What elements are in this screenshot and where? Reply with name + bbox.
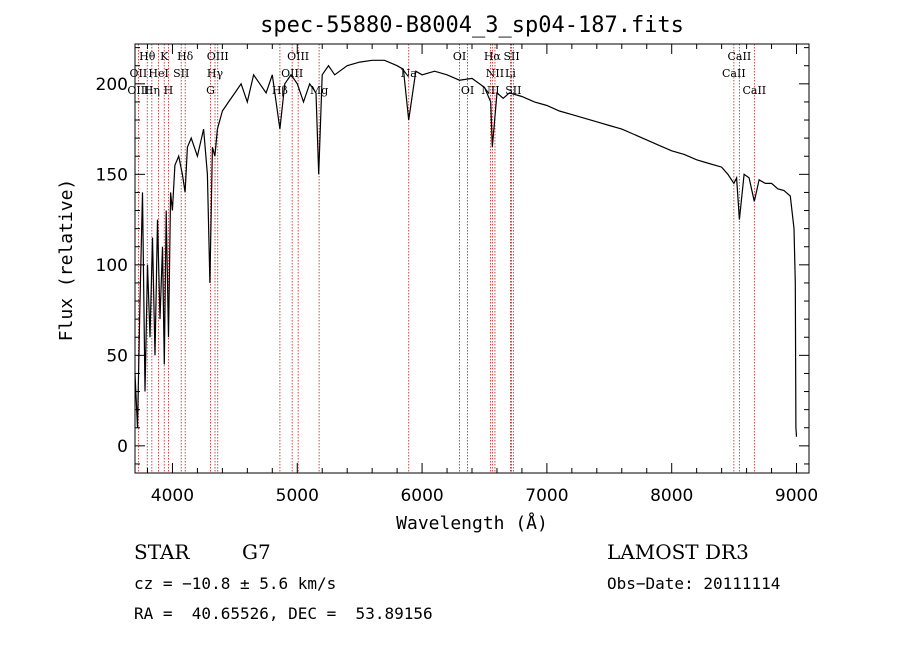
spectral-line-label: Li xyxy=(505,67,516,80)
x-tick-label: 6000 xyxy=(400,486,443,506)
spectral-line-label: SII xyxy=(173,67,189,80)
spectral-line-label: HeI xyxy=(148,67,168,80)
spectral-line-label: OIII xyxy=(127,84,149,97)
y-tick-label: 0 xyxy=(117,437,128,457)
y-axis-label: Flux (relative) xyxy=(56,179,77,342)
spectral-line-label: H xyxy=(164,84,174,97)
spectral-line-label: K xyxy=(160,50,169,63)
radial-velocity: cz = −10.8 ± 5.6 km/s xyxy=(134,574,337,593)
x-tick-label: 5000 xyxy=(276,486,319,506)
observation-date: Obs−Date: 20111114 xyxy=(607,574,781,593)
spectral-line-label: Hγ xyxy=(207,67,224,80)
spectral-line-label: Hθ xyxy=(139,50,156,63)
spectral-line-label: Hη xyxy=(144,84,160,97)
spectral-line-label: OIII xyxy=(207,50,229,63)
spectral-subclass: G7 xyxy=(242,540,271,564)
y-tick-label: 50 xyxy=(106,346,128,366)
spectral-line-label: NII xyxy=(481,84,499,97)
spectral-line-label: CaII xyxy=(722,67,746,80)
spectral-line-label: G xyxy=(206,84,215,97)
spectral-line-markers xyxy=(137,44,755,473)
x-tick-label: 7000 xyxy=(525,486,568,506)
y-axis-ticks: 0 50 100 150 200 xyxy=(96,47,809,465)
chart-title: spec-55880-B8004_3_sp04-187.fits xyxy=(260,13,684,38)
x-axis-ticks: 4000 5000 6000 7000 8000 9000 xyxy=(146,44,818,506)
object-class: STAR xyxy=(134,540,190,564)
plot-frame xyxy=(134,43,810,474)
spectral-line-label: OI xyxy=(453,50,466,63)
spectral-line-label: Mg xyxy=(310,84,328,97)
survey-name: LAMOST DR3 xyxy=(607,540,749,564)
spectral-line-label: SII xyxy=(503,50,519,63)
coordinates: RA = 40.65526, DEC = 53.89156 xyxy=(134,604,433,623)
y-tick-label: 150 xyxy=(96,165,128,185)
x-tick-label: 8000 xyxy=(650,486,693,506)
y-tick-label: 100 xyxy=(96,256,128,276)
spectral-line-label: CaII xyxy=(742,84,766,97)
spectral-line-label: NII xyxy=(486,67,504,80)
spectral-line-label: Hδ xyxy=(177,50,194,63)
spectral-line-label: Hα xyxy=(484,50,502,63)
spectral-line-label: OI xyxy=(461,84,474,97)
spectrum-series-line xyxy=(134,59,798,437)
spectral-line-label: OII xyxy=(130,67,148,80)
spectral-line-label: OIII xyxy=(287,50,309,63)
x-tick-label: 9000 xyxy=(775,486,818,506)
x-tick-label: 4000 xyxy=(151,486,194,506)
y-tick-label: 200 xyxy=(96,75,128,95)
spectral-line-label: CaII xyxy=(728,50,752,63)
x-axis-label: Wavelength (Å) xyxy=(396,512,548,534)
spectral-line-label: OIII xyxy=(281,67,303,80)
